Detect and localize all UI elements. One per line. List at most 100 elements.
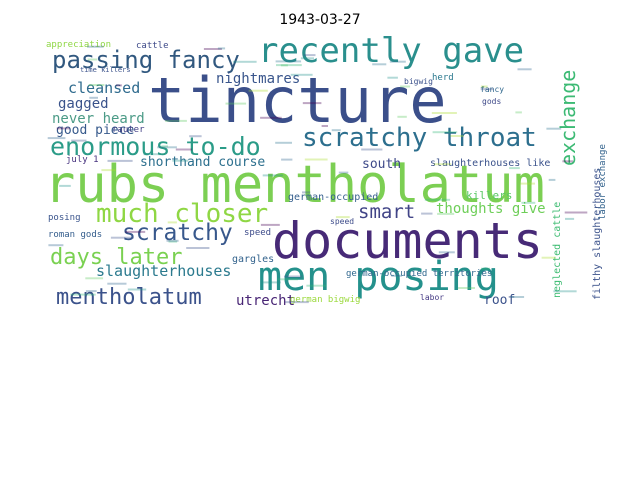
filler-mark: [331, 129, 341, 132]
filler-mark: [302, 102, 322, 105]
cloud-word: south: [362, 157, 401, 172]
chart-title: 1943-03-27: [279, 12, 361, 28]
filler-mark: [481, 267, 490, 270]
cloud-word: nightmares: [216, 71, 300, 87]
filler-mark: [115, 84, 122, 87]
filler-mark: [233, 60, 257, 63]
filler-mark: [275, 60, 302, 63]
cloud-word: exchange: [556, 70, 580, 166]
filler-mark: [125, 230, 146, 233]
cloud-word: killers: [466, 189, 512, 202]
filler-mark: [260, 223, 280, 226]
filler-mark: [88, 84, 105, 86]
filler-mark: [175, 148, 192, 151]
filler-mark: [564, 211, 588, 214]
filler-mark: [562, 160, 574, 163]
filler-mark: [302, 191, 311, 194]
filler-mark: [509, 167, 520, 170]
cloud-word: men posing: [258, 254, 499, 300]
cloud-word: labor: [420, 293, 444, 302]
cloud-word: gods: [482, 97, 501, 106]
filler-mark: [85, 277, 104, 280]
cloud-word: time killers: [80, 66, 131, 74]
cloud-word: bigwig: [404, 77, 433, 86]
filler-mark: [510, 296, 525, 298]
cloud-word: enormous to-do: [50, 132, 261, 161]
filler-mark: [565, 217, 575, 220]
cloud-word: speed: [244, 228, 271, 238]
filler-mark: [168, 240, 178, 243]
filler-mark: [515, 111, 522, 114]
filler-mark: [397, 115, 407, 118]
cloud-word: german bigwig: [290, 295, 360, 305]
filler-mark: [480, 88, 494, 91]
filler-mark: [391, 274, 402, 277]
cloud-word: speed: [330, 217, 354, 226]
filler-mark: [304, 158, 328, 161]
filler-mark: [157, 146, 177, 149]
filler-mark: [400, 85, 411, 88]
filler-mark: [127, 288, 147, 291]
cloud-word: scratchy: [122, 220, 233, 246]
cloud-word: gagged: [58, 96, 109, 112]
filler-mark: [541, 256, 556, 259]
cloud-word: days later: [50, 245, 182, 270]
filler-mark: [361, 148, 383, 151]
filler-mark: [167, 221, 177, 224]
cloud-word: rauter: [112, 125, 145, 135]
filler-mark: [56, 127, 70, 130]
filler-mark: [203, 48, 222, 50]
filler-mark: [517, 68, 532, 71]
cloud-word: good piece: [56, 123, 134, 138]
cloud-word: smart: [358, 201, 415, 223]
filler-mark: [101, 169, 116, 172]
cloud-word: gargles: [232, 254, 274, 265]
filler-mark: [217, 47, 226, 50]
filler-mark: [165, 119, 187, 122]
filler-mark: [321, 125, 328, 127]
filler-mark: [421, 212, 433, 215]
filler-mark: [248, 89, 268, 92]
filler-mark: [389, 60, 406, 63]
cloud-word: appreciation: [46, 40, 111, 50]
filler-mark: [87, 58, 98, 61]
cloud-word: slaughterhouses like: [430, 158, 550, 169]
filler-mark: [143, 153, 161, 156]
cloud-word: utrecht: [236, 293, 295, 309]
filler-mark: [280, 64, 288, 67]
filler-mark: [520, 182, 535, 185]
filler-mark: [260, 116, 282, 119]
filler-mark: [306, 284, 326, 287]
filler-mark: [300, 57, 314, 60]
filler-mark: [285, 301, 309, 304]
cloud-word: shorthand course: [140, 155, 265, 170]
filler-mark: [290, 73, 313, 76]
cloud-word: german-occupied territories: [346, 269, 492, 279]
cloud-word: neglected cattle: [552, 202, 563, 298]
filler-mark: [161, 145, 168, 148]
filler-mark: [372, 63, 387, 66]
cloud-word: passing fancy: [52, 46, 240, 74]
cloud-word: never heard: [52, 111, 145, 127]
cloud-word: july 1: [66, 155, 99, 165]
filler-mark: [438, 251, 455, 254]
filler-mark: [480, 85, 488, 88]
filler-mark: [450, 135, 464, 137]
cloud-word: mentholatum: [56, 285, 202, 310]
cloud-word: rubs mentholatum: [44, 155, 545, 215]
filler-mark: [521, 201, 536, 204]
cloud-word: tincture: [148, 64, 447, 137]
cloud-word: slaughterhouses: [96, 262, 231, 280]
cloud-word: filthy slaughterhouses: [592, 168, 603, 300]
cloud-word: roman gods: [48, 230, 102, 240]
filler-mark: [434, 163, 452, 166]
filler-mark: [335, 216, 350, 219]
filler-mark: [47, 137, 66, 140]
filler-mark: [432, 131, 458, 134]
filler-mark: [277, 278, 298, 281]
filler-mark: [71, 139, 87, 142]
cloud-word: thoughts give: [436, 201, 546, 217]
filler-mark: [284, 275, 302, 278]
filler-mark: [70, 293, 96, 296]
